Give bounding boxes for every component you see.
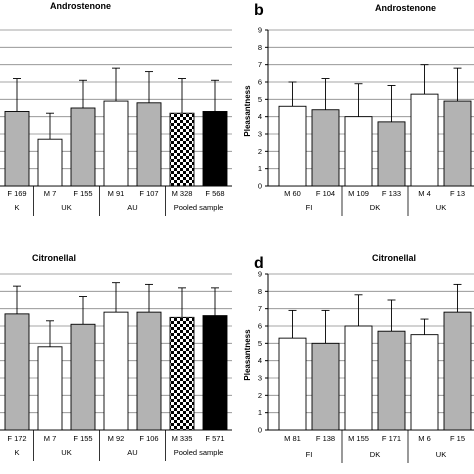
bar xyxy=(311,342,340,431)
bar xyxy=(410,93,439,187)
y-tick-label: 1 xyxy=(258,408,262,417)
category-label: F 106 xyxy=(139,434,158,443)
bar xyxy=(377,330,406,431)
panel-title: Citronellal xyxy=(32,253,76,263)
y-tick-label: 6 xyxy=(258,78,262,87)
panel-title: Androstenone xyxy=(375,3,436,13)
bar xyxy=(278,105,307,187)
category-label: F 107 xyxy=(139,189,158,198)
bar xyxy=(169,316,195,431)
chart-panel-3: Citronellal F 172 M 7 F 155 M 92 F 106 M 335 F … xyxy=(0,253,232,461)
category-label: M 92 xyxy=(108,434,125,443)
group-label: FI xyxy=(306,203,313,212)
group-label: K xyxy=(14,203,19,212)
y-tick-label: 2 xyxy=(258,391,262,400)
bar xyxy=(410,334,439,431)
panel-title: Androstenone xyxy=(50,1,111,11)
bar xyxy=(103,100,129,187)
panel-letter: b xyxy=(254,2,264,19)
y-tick-label: 4 xyxy=(258,356,262,365)
bar xyxy=(169,112,195,187)
category-label: M 60 xyxy=(284,189,301,198)
category-label: M 335 xyxy=(172,434,193,443)
group-label: UK xyxy=(436,450,446,459)
group-label: AU xyxy=(127,203,137,212)
y-tick-label: 8 xyxy=(258,43,262,52)
category-label: M 4 xyxy=(418,189,431,198)
chart-panel-4: Citronellal d 0 1 2 3 4 5 6 7 8 9 Pleasantness M 81 F … xyxy=(243,253,474,463)
category-label: M 91 xyxy=(108,189,125,198)
bar xyxy=(37,346,63,431)
bar xyxy=(202,111,228,187)
group-label: DK xyxy=(370,450,380,459)
y-tick-label: 3 xyxy=(258,130,262,139)
y-tick-label: 2 xyxy=(258,147,262,156)
chart-panel-1: Androstenone F 169 M 7 F 155 M 91 F 107 M 328 F… xyxy=(0,1,232,216)
y-tick-label: 5 xyxy=(258,95,262,104)
category-label: F 155 xyxy=(73,434,92,443)
bar xyxy=(37,138,63,187)
bar xyxy=(443,311,472,431)
group-label: AU xyxy=(127,448,137,457)
bar xyxy=(202,315,228,431)
category-label: F 15 xyxy=(450,434,465,443)
y-tick-label: 6 xyxy=(258,322,262,331)
category-label: F 171 xyxy=(382,434,401,443)
y-tick-label: 1 xyxy=(258,164,262,173)
category-label: M 6 xyxy=(418,434,431,443)
bar xyxy=(377,121,406,187)
category-label: F 133 xyxy=(382,189,401,198)
bar xyxy=(70,323,96,431)
bar xyxy=(136,102,162,187)
category-label: M 328 xyxy=(172,189,193,198)
y-tick-label: 0 xyxy=(258,182,262,191)
bar xyxy=(136,311,162,431)
bar xyxy=(443,100,472,187)
category-label: F 172 xyxy=(7,434,26,443)
panel-title: Citronellal xyxy=(372,253,416,263)
group-label: UK xyxy=(436,203,446,212)
y-axis-label: Pleasantness xyxy=(243,329,252,381)
category-label: M 7 xyxy=(44,434,57,443)
group-label: Pooled sample xyxy=(174,448,224,457)
category-label: F 138 xyxy=(316,434,335,443)
y-tick-label: 9 xyxy=(258,270,262,279)
category-label: M 81 xyxy=(284,434,301,443)
bar xyxy=(4,313,30,431)
category-label: F 13 xyxy=(450,189,465,198)
bar xyxy=(278,337,307,431)
y-tick-label: 0 xyxy=(258,426,262,435)
y-tick-label: 3 xyxy=(258,374,262,383)
bar xyxy=(103,311,129,431)
group-label: UK xyxy=(61,203,71,212)
y-tick-label: 8 xyxy=(258,287,262,296)
category-label: F 155 xyxy=(73,189,92,198)
bar xyxy=(344,116,373,187)
y-tick-label: 9 xyxy=(258,26,262,35)
category-label: F 104 xyxy=(316,189,335,198)
group-label: UK xyxy=(61,448,71,457)
category-label: F 568 xyxy=(205,189,224,198)
category-label: M 155 xyxy=(348,434,369,443)
y-tick-label: 7 xyxy=(258,304,262,313)
category-label: M 7 xyxy=(44,189,57,198)
y-tick-label: 5 xyxy=(258,339,262,348)
y-axis-label: Pleasantness xyxy=(243,85,252,137)
bar xyxy=(70,107,96,187)
y-tick-label: 4 xyxy=(258,112,262,121)
category-label: M 109 xyxy=(348,189,369,198)
group-label: K xyxy=(14,448,19,457)
bar xyxy=(344,325,373,431)
group-label: FI xyxy=(306,450,313,459)
bar xyxy=(311,109,340,187)
group-label: DK xyxy=(370,203,380,212)
category-label: F 571 xyxy=(205,434,224,443)
y-tick-label: 7 xyxy=(258,60,262,69)
panel-letter: d xyxy=(254,255,264,272)
group-label: Pooled sample xyxy=(174,203,224,212)
chart-panel-2: Androstenone b 0 1 2 3 4 5 6 7 8 9 Pleasantness M 60 F… xyxy=(243,2,474,216)
bar xyxy=(4,111,30,187)
category-label: F 169 xyxy=(7,189,26,198)
